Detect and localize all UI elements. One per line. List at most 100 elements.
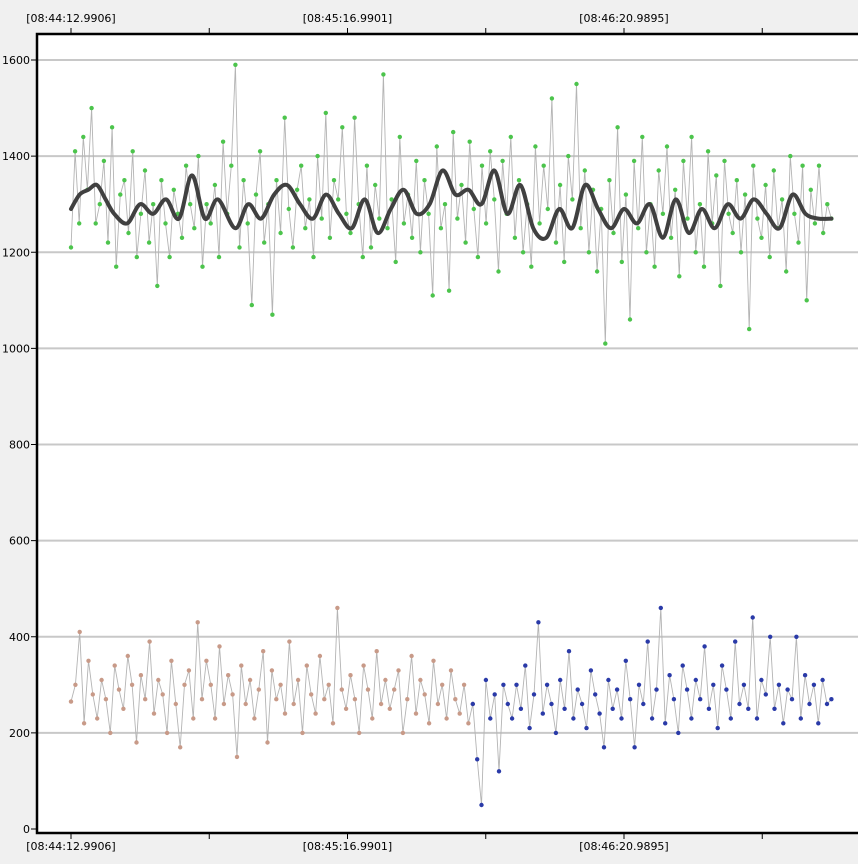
point-upper_raw-49 [270, 312, 275, 317]
point-upper_raw-3 [81, 134, 86, 140]
line-upper_raw [70, 64, 832, 344]
point-lower_raw_blue-29 [597, 711, 602, 716]
point-lower_raw_tan-75 [396, 668, 401, 673]
point-lower_raw_blue-48 [680, 663, 685, 668]
point-upper_raw-94 [455, 216, 460, 221]
point-lower_raw_tan-29 [195, 620, 200, 625]
point-upper_raw-37 [220, 139, 226, 144]
point-upper_raw-12 [118, 192, 123, 197]
point-upper_raw-126 [586, 250, 592, 255]
point-lower_raw_tan-37 [230, 692, 235, 697]
point-lower_raw_tan-9 [108, 730, 113, 736]
point-upper_raw-124 [578, 226, 583, 231]
point-lower_raw_tan-58 [322, 697, 327, 702]
point-upper_raw-182 [816, 163, 822, 168]
point-upper_raw-43 [245, 221, 250, 226]
point-upper_raw-121 [566, 153, 571, 159]
point-upper_raw-92 [446, 288, 452, 293]
point-upper_raw-5 [89, 105, 94, 111]
point-lower_raw_tan-82 [426, 721, 432, 726]
point-lower_raw_tan-59 [326, 682, 331, 687]
point-upper_raw-102 [488, 149, 493, 154]
point-lower_raw_blue-57 [719, 663, 725, 668]
point-upper_raw-90 [438, 226, 444, 231]
point-lower_raw_blue-18 [549, 701, 554, 707]
point-lower_raw_blue-17 [544, 682, 550, 687]
point-lower_raw_blue-28 [593, 692, 598, 697]
point-upper_raw-1 [72, 149, 78, 154]
point-upper_raw-45 [253, 192, 259, 197]
point-lower_raw_tan-89 [457, 711, 462, 716]
point-upper_raw-61 [319, 216, 324, 221]
bottom-time-label-2: [08:46:20.9895] [579, 840, 668, 853]
point-lower_raw_blue-46 [671, 697, 677, 702]
point-lower_raw_tan-74 [392, 687, 397, 692]
point-lower_raw_tan-46 [269, 668, 275, 673]
top-time-label-1: [08:45:16.9901] [303, 12, 392, 25]
point-lower_raw_tan-34 [217, 644, 222, 649]
point-lower_raw_blue-1 [475, 757, 480, 762]
point-upper_raw-125 [582, 168, 587, 173]
point-upper_raw-98 [471, 206, 476, 212]
point-lower_raw_tan-70 [374, 649, 379, 654]
point-upper_raw-2 [77, 221, 82, 226]
point-upper_raw-147 [673, 187, 678, 192]
point-upper_raw-36 [216, 254, 222, 260]
point-upper_raw-142 [652, 264, 657, 269]
point-lower_raw_blue-54 [706, 706, 712, 711]
point-lower_raw_tan-43 [256, 687, 261, 692]
y-tick-label-200: 200 [9, 727, 30, 740]
point-upper_raw-64 [331, 178, 337, 183]
point-upper_raw-40 [233, 62, 238, 67]
point-upper_raw-155 [705, 149, 711, 154]
point-upper_raw-118 [553, 240, 559, 245]
point-upper_raw-56 [299, 163, 304, 168]
point-lower_raw_tan-47 [274, 697, 279, 702]
point-upper_raw-158 [718, 283, 723, 289]
point-lower_raw_tan-35 [221, 701, 227, 707]
point-upper_raw-67 [344, 211, 349, 216]
point-lower_raw_blue-47 [676, 730, 681, 736]
point-upper_raw-178 [800, 163, 805, 168]
point-upper_raw-51 [278, 230, 283, 236]
point-upper_raw-154 [701, 264, 707, 269]
point-lower_raw_tan-57 [317, 653, 323, 659]
point-lower_raw_blue-21 [562, 706, 567, 711]
point-lower_raw_tan-64 [348, 673, 353, 678]
plot-area [37, 34, 858, 833]
point-lower_raw_tan-67 [361, 663, 366, 668]
series-upper_smooth [69, 168, 834, 241]
point-lower_raw_blue-11 [518, 706, 524, 711]
point-lower_raw_tan-28 [191, 716, 196, 721]
point-lower_raw_blue-75 [798, 716, 803, 721]
point-upper_raw-10 [109, 125, 115, 130]
point-upper_raw-117 [549, 96, 555, 101]
point-lower_raw_tan-27 [186, 668, 192, 673]
point-lower_raw_tan-60 [330, 721, 336, 726]
point-lower_raw_tan-7 [99, 677, 104, 683]
point-lower_raw_tan-81 [422, 692, 427, 697]
point-upper_raw-163 [738, 250, 744, 255]
plot-frame [35, 32, 858, 835]
point-upper_raw-96 [463, 240, 468, 245]
point-upper_raw-53 [286, 206, 291, 212]
point-lower_raw_blue-12 [523, 663, 528, 668]
point-lower_raw_blue-19 [553, 730, 559, 736]
point-lower_raw_blue-0 [470, 701, 475, 707]
point-lower_raw_tan-84 [435, 701, 441, 707]
point-lower_raw_blue-72 [785, 687, 790, 692]
point-upper_raw-25 [171, 187, 176, 192]
point-lower_raw_tan-6 [95, 716, 100, 721]
point-upper_raw-87 [426, 211, 431, 216]
y-tick-label-1000: 1000 [2, 342, 30, 355]
point-lower_raw_tan-10 [112, 663, 117, 668]
point-upper_raw-73 [368, 245, 374, 250]
point-upper_raw-174 [784, 269, 789, 274]
point-upper_raw-164 [742, 192, 748, 197]
point-upper_raw-138 [636, 226, 641, 231]
point-upper_raw-47 [262, 240, 267, 245]
point-lower_raw_blue-51 [693, 677, 698, 683]
point-lower_raw_tan-45 [265, 740, 270, 745]
point-lower_raw_tan-21 [160, 692, 165, 697]
point-lower_raw_blue-38 [636, 682, 642, 687]
